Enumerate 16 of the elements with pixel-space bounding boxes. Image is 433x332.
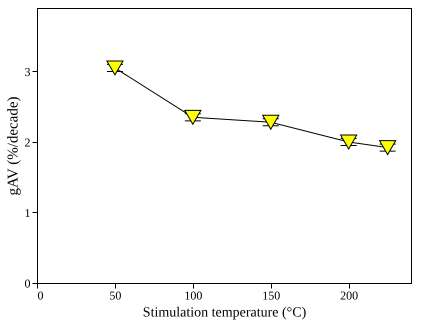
- point: [106, 60, 124, 76]
- x-tick-label: 50: [109, 288, 122, 302]
- y-tick-label: 3: [24, 64, 30, 79]
- point: [184, 110, 202, 125]
- point: [379, 140, 396, 156]
- x-axis-title: Stimulation temperature (°C): [142, 306, 307, 320]
- y-tick-label: 0: [24, 276, 30, 290]
- point: [340, 134, 358, 150]
- x-tick-label: 150: [262, 288, 280, 302]
- y-tick-label: 2: [24, 135, 30, 150]
- x-tick-label: 100: [184, 288, 202, 302]
- x-tick-label: 0: [38, 288, 44, 302]
- y-tick-label: 1: [24, 206, 30, 220]
- point: [262, 114, 280, 130]
- x-tick-label: 200: [340, 288, 358, 302]
- y-axis-title: gAV (%/decade): [6, 96, 22, 196]
